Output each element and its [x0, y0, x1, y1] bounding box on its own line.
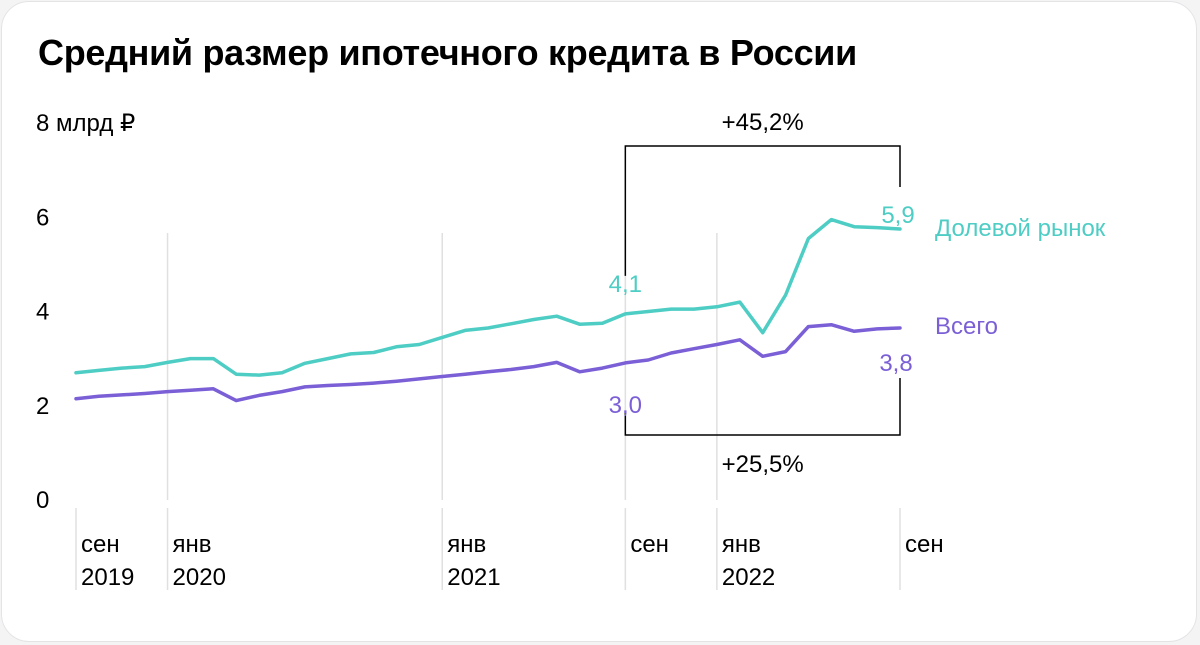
x-tick-label: сен [630, 531, 669, 558]
x-tick-label: янв [447, 531, 486, 558]
y-tick-label: 4 [36, 299, 49, 326]
point-label: 4,1 [609, 271, 642, 298]
series-line-total [74, 322, 902, 403]
series-line-primary-market [74, 217, 902, 377]
x-tick-label: сен [905, 531, 944, 558]
point-label: 5,9 [881, 202, 914, 229]
x-tick-label: янв [722, 531, 761, 558]
chart-title: Средний размер ипотечного кредита в Росс… [38, 32, 857, 73]
x-tick-label: янв [173, 531, 212, 558]
annotation-top: +45,2% [722, 109, 804, 136]
x-tick-year-label: 2022 [722, 564, 775, 591]
y-tick-label: 8 млрд ₽ [36, 110, 135, 137]
y-tick-label: 6 [36, 204, 49, 231]
legend-label-total: Всего [935, 313, 998, 340]
bracket-bottom [624, 377, 901, 436]
y-tick-label: 0 [36, 487, 49, 514]
point-label: 3,8 [879, 350, 912, 377]
annotation-bottom: +25,5% [722, 451, 804, 478]
x-tick-year-label: 2021 [447, 564, 500, 591]
x-tick-year-label: 2020 [173, 564, 226, 591]
y-tick-label: 2 [36, 393, 49, 420]
point-label: 3,0 [609, 392, 642, 419]
x-tick-label: сен [81, 531, 120, 558]
bracket-top [624, 145, 901, 276]
legend-label-primary-market: Долевой рынок [935, 215, 1106, 242]
x-tick-year-label: 2019 [81, 564, 134, 591]
